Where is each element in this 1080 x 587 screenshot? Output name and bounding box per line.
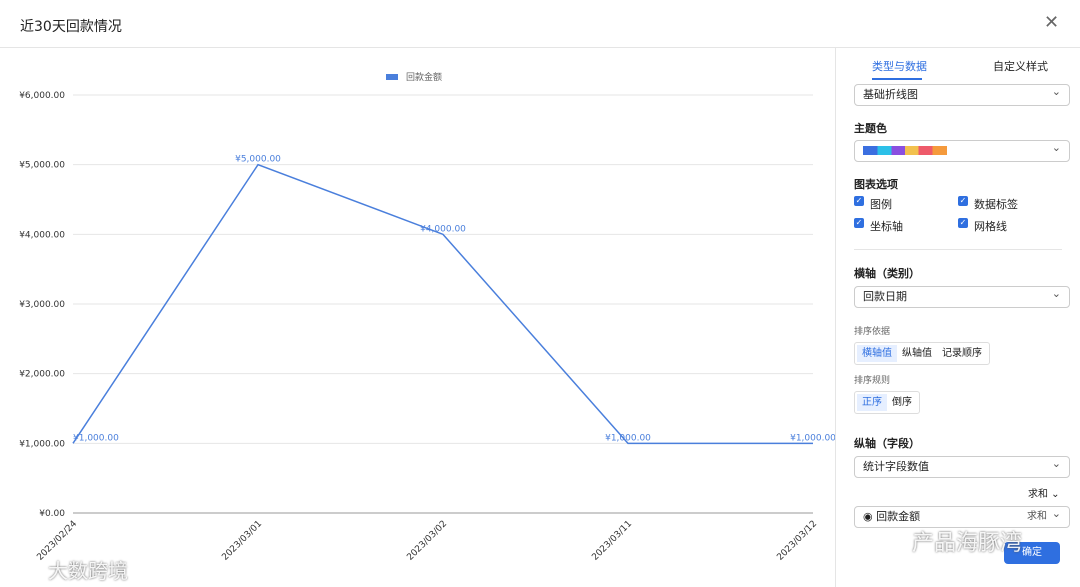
option[interactable]: ✓ 坐标轴 — [854, 218, 903, 233]
y-tick-label: ¥0.00 — [39, 509, 65, 519]
tab[interactable]: 类型与数据 — [872, 60, 927, 73]
segment[interactable]: 正序 — [857, 394, 887, 411]
data-label: ¥1,000.00 — [73, 433, 119, 443]
data-label: ¥5,000.00 — [235, 155, 281, 165]
sort-by-group: 横轴值 纵轴值 记录顺序 — [854, 342, 990, 365]
theme-color-select[interactable] — [854, 138, 1070, 162]
line — [72, 163, 813, 445]
section-label: 主题色 — [854, 122, 887, 135]
y-tick-label: ¥4,000.00 — [19, 230, 65, 240]
aggregate-dropdown[interactable]: 求和 ⌄ — [1028, 489, 1060, 500]
section-label: 纵轴（字段） — [854, 437, 920, 450]
section-label: 图表选项 — [854, 178, 898, 191]
y-tick-label: ¥1,000.00 — [19, 439, 65, 449]
tab[interactable]: 自定义样式 — [993, 60, 1048, 73]
segment[interactable]: 纵轴值 — [902, 348, 932, 359]
field-name: 回款金额 — [876, 510, 921, 523]
confirm-button[interactable]: 确定 — [1004, 542, 1060, 564]
option-label: 数据标签 — [974, 198, 1018, 211]
option-label: 图例 — [870, 198, 892, 211]
data-label: ¥1,000.00 — [790, 433, 835, 443]
option[interactable]: ✓ 网格线 — [958, 218, 1007, 233]
watermark: 产品海豚湾 — [912, 531, 1023, 556]
sub-label: 排序规则 — [854, 376, 891, 386]
settings-panel: 类型与数据 自定义样式 基础折线图 主题色 图表选项 ✓图例 ✓数据标签 ✓坐标… — [835, 48, 1080, 587]
y-tick-label: ¥3,000.00 — [19, 300, 65, 310]
segment[interactable]: 横轴值 — [857, 345, 897, 362]
chart: ¥0.00 ¥1,000.00 ¥2,000.00 ¥3,000.00 ¥4,000.0… — [19, 71, 835, 563]
dialog-title: 近30天回款情况 — [20, 19, 122, 35]
x-tick-label: 2023/03/12 — [775, 519, 819, 563]
section-label: 横轴（类别） — [854, 267, 920, 280]
field-agg: 求和 — [1027, 511, 1047, 522]
x-tick-label: 2023/03/01 — [220, 519, 264, 563]
data-label: ¥4,000.00 — [420, 224, 466, 234]
y-tick-label: ¥6,000.00 — [19, 91, 65, 101]
sub-label: 排序依据 — [854, 327, 891, 337]
select-value: 基础折线图 — [863, 88, 918, 101]
color-swatches — [863, 146, 947, 155]
field-row[interactable]: ◉ 回款金额 求和 — [854, 504, 1070, 528]
data-label: ¥1,000.00 — [605, 433, 651, 443]
option[interactable]: ✓ 图例 — [854, 196, 892, 211]
tab-indicator — [872, 78, 922, 80]
select-value: 统计字段数值 — [863, 460, 929, 473]
segment[interactable]: 记录顺序 — [942, 348, 982, 359]
x-field-select[interactable]: 回款日期 — [854, 284, 1070, 308]
segment[interactable]: 倒序 — [892, 397, 912, 408]
chart-type-select[interactable]: 基础折线图 — [854, 82, 1070, 106]
divider — [854, 249, 1062, 250]
x-tick-label: 2023/03/11 — [590, 519, 634, 563]
select-value: 回款日期 — [863, 290, 907, 303]
y-field-select[interactable]: 统计字段数值 — [854, 454, 1070, 478]
sort-rule-group: 正序 倒序 — [854, 391, 920, 414]
aggregate-label: 求和 — [1028, 489, 1048, 500]
option[interactable]: ✓ 数据标签 — [958, 196, 1018, 211]
y-tick-label: ¥2,000.00 — [19, 370, 65, 380]
x-tick-label: 2023/03/02 — [405, 519, 449, 563]
watermark: 大数跨境 — [48, 559, 128, 583]
legend-swatch — [386, 74, 398, 80]
option-label: 网格线 — [974, 220, 1007, 233]
option-label: 坐标轴 — [870, 220, 903, 233]
close-button[interactable]: ✕ — [1044, 12, 1060, 33]
y-tick-label: ¥5,000.00 — [19, 161, 65, 171]
legend-label: 回款金额 — [406, 71, 442, 83]
dialog-header: 近30天回款情况 ✕ — [0, 0, 1080, 48]
